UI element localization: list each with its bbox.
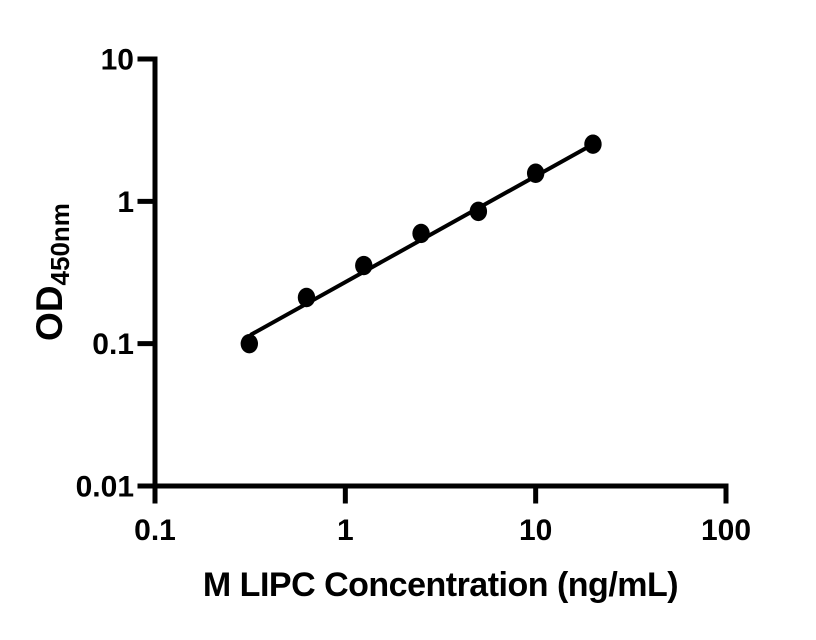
data-point <box>412 223 430 244</box>
y-axis-title: OD 450nm <box>29 190 75 354</box>
x-tick-label: 10 <box>519 514 552 547</box>
y-tick-label: 0.1 <box>92 328 134 361</box>
y-tick-label: 1 <box>117 186 134 219</box>
data-point <box>240 333 259 354</box>
x-tick-label: 100 <box>701 514 751 547</box>
y-axis-title-main: OD <box>29 285 70 341</box>
y-axis-title-subscript: 450nm <box>45 203 75 286</box>
y-tick-label: 0.01 <box>76 471 134 504</box>
data-point <box>297 287 316 308</box>
data-point <box>526 163 545 183</box>
x-tick-label: 0.1 <box>134 514 176 547</box>
x-tick-label: 1 <box>337 514 354 547</box>
data-point <box>469 201 488 222</box>
data-point <box>355 255 373 276</box>
x-axis-title: M LIPC Concentration (ng/mL) <box>202 566 679 604</box>
y-tick-label: 10 <box>101 44 134 77</box>
data-point <box>584 134 602 154</box>
